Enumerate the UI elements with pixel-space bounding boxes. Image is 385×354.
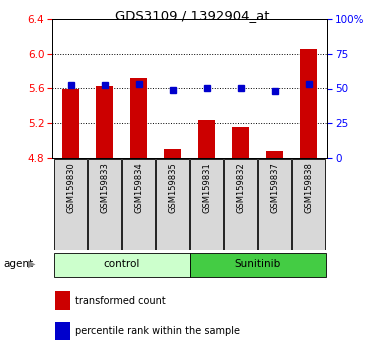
Bar	[156, 159, 189, 250]
Text: GSM159832: GSM159832	[236, 162, 245, 213]
Text: GSM159830: GSM159830	[66, 162, 75, 213]
Bar	[198, 120, 215, 158]
Bar	[258, 159, 291, 250]
Bar	[54, 159, 87, 250]
Bar	[122, 159, 155, 250]
Text: GSM159835: GSM159835	[168, 162, 177, 213]
Bar	[266, 152, 283, 158]
Bar	[190, 253, 326, 276]
Bar	[55, 321, 70, 341]
Text: transformed count: transformed count	[75, 296, 166, 306]
Text: GDS3109 / 1392904_at: GDS3109 / 1392904_at	[115, 9, 270, 22]
Text: control: control	[104, 259, 140, 269]
Bar	[164, 149, 181, 158]
Text: percentile rank within the sample: percentile rank within the sample	[75, 326, 240, 336]
Bar	[232, 127, 249, 158]
Bar	[88, 159, 121, 250]
Bar	[62, 89, 79, 158]
Bar	[224, 159, 257, 250]
Text: Sunitinib: Sunitinib	[234, 259, 281, 269]
Text: GSM159838: GSM159838	[304, 162, 313, 213]
Text: GSM159831: GSM159831	[202, 162, 211, 213]
Bar	[96, 86, 113, 158]
Text: GSM159833: GSM159833	[100, 162, 109, 213]
Text: ▶: ▶	[28, 259, 35, 269]
Bar	[130, 78, 147, 158]
Bar	[190, 159, 223, 250]
Bar	[55, 291, 70, 310]
Text: agent: agent	[4, 259, 34, 269]
Bar	[54, 253, 190, 276]
Text: GSM159837: GSM159837	[270, 162, 279, 213]
Bar	[300, 49, 317, 158]
Bar	[292, 159, 325, 250]
Text: GSM159834: GSM159834	[134, 162, 143, 213]
